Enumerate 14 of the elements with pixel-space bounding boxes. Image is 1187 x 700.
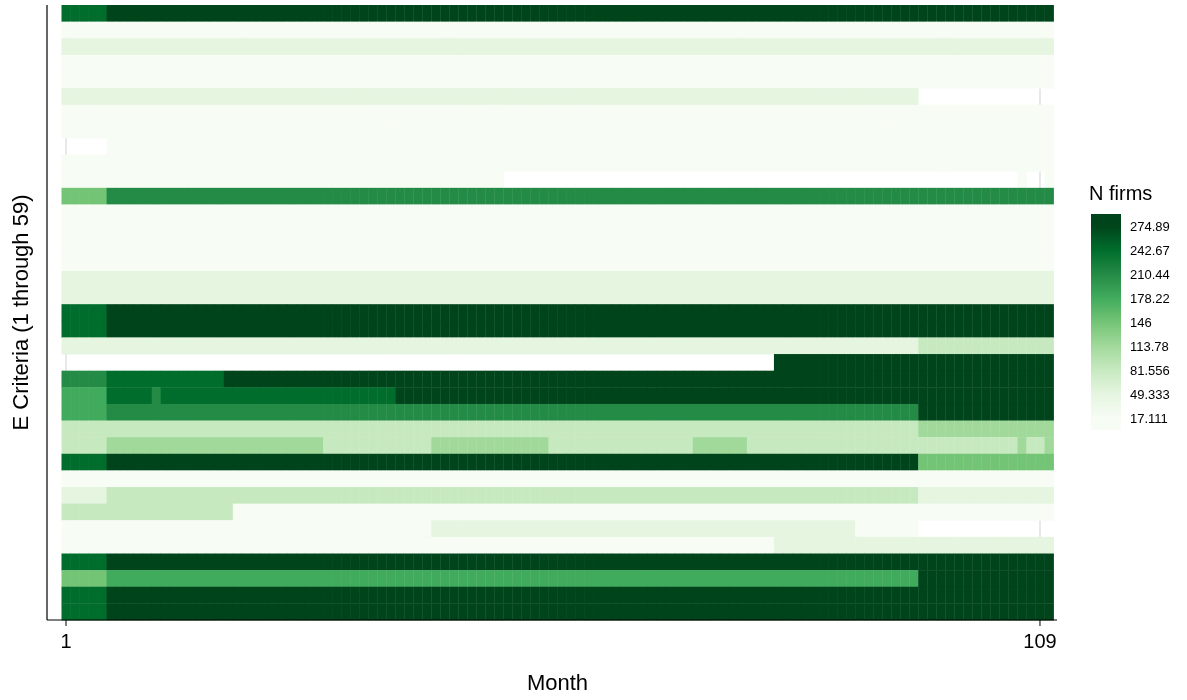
color-bar-title: N firms — [1089, 182, 1153, 204]
y-axis-title: E Criteria (1 through 59) — [8, 194, 33, 431]
x-tick-label: 1 — [60, 630, 72, 652]
x-axis-title: Month — [526, 670, 589, 695]
color-bar-label: 178.22 — [1130, 290, 1170, 306]
color-bar-label: 49.333 — [1130, 386, 1170, 402]
color-bar-label: 146 — [1130, 314, 1152, 330]
color-bar-label: 17.111 — [1130, 410, 1168, 426]
color-bar-label: 274.89 — [1130, 218, 1170, 234]
color-bar-label: 210.44 — [1130, 266, 1170, 282]
color-bar-label: 81.556 — [1130, 362, 1170, 378]
color-bar-label: 113.78 — [1130, 338, 1169, 354]
x-tick-label: 109 — [1023, 630, 1057, 652]
color-bar-label: 242.67 — [1130, 242, 1170, 258]
